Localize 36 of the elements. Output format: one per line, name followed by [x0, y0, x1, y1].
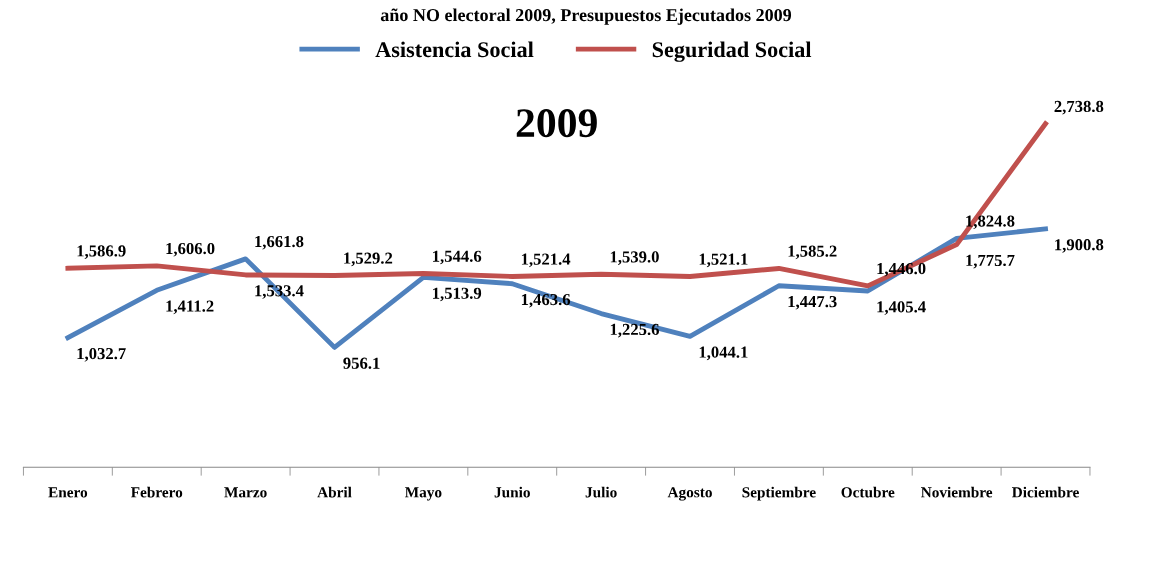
x-tick-label: Mayo: [404, 487, 442, 501]
legend-label: Asistencia Social: [375, 41, 534, 58]
chart-subtitle: 2009: [516, 109, 597, 138]
data-label: 1,544.6: [433, 250, 482, 265]
data-label: 1,529.2: [344, 252, 393, 267]
data-label: 1,586.9: [77, 245, 126, 259]
chart-title: año NO electoral 2009, Presupuestos Ejecutados 2009: [380, 8, 792, 25]
data-label: 1,661.8: [255, 235, 304, 250]
data-label: 1,900.8: [1055, 239, 1104, 253]
data-label: 1,513.9: [433, 287, 482, 302]
x-tick-label: Enero: [48, 487, 88, 498]
x-tick-label: Noviembre: [921, 486, 993, 498]
data-label: 1,447.3: [788, 296, 837, 310]
data-label: 1,405.4: [877, 301, 926, 315]
x-tick-label: Octubre: [841, 486, 895, 498]
data-label: 1,585.2: [788, 245, 837, 260]
data-label: 1,775.7: [966, 254, 1015, 269]
data-label: 1,225.6: [610, 323, 659, 338]
data-label: 1,521.4: [521, 253, 571, 268]
x-tick-label: Agosto: [667, 487, 712, 501]
data-label: 1,539.0: [610, 251, 659, 265]
x-tick-label: Junio: [494, 486, 530, 498]
x-tick-label: Septiembre: [742, 486, 816, 501]
data-label: 1,521.1: [699, 253, 748, 268]
x-tick-label: Diciembre: [1011, 486, 1079, 498]
data-label: 1,606.0: [166, 242, 215, 257]
x-tick-label: Marzo: [224, 487, 267, 498]
data-label: 956.1: [343, 357, 380, 369]
data-label: 1,032.7: [77, 347, 126, 362]
data-label: 1,044.1: [699, 346, 748, 361]
x-tick-label: Febrero: [130, 486, 183, 498]
data-label: 2,738.8: [1054, 100, 1104, 115]
x-tick-label: Julio: [585, 486, 617, 498]
x-tick-label: Abril: [317, 486, 352, 498]
data-label: 1,411.2: [166, 300, 214, 315]
legend-label: Seguridad Social: [652, 41, 812, 62]
